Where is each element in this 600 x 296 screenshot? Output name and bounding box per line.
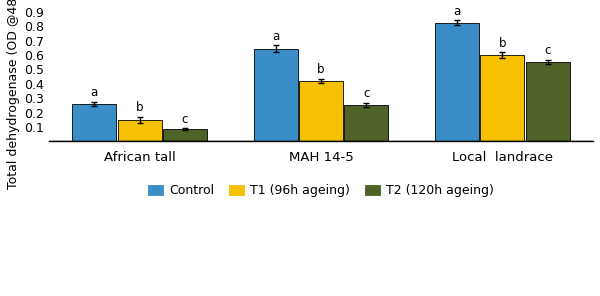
Text: b: b <box>136 101 143 114</box>
Bar <box>526 62 570 141</box>
Bar <box>163 129 207 141</box>
Text: c: c <box>182 113 188 126</box>
Bar <box>481 55 524 141</box>
Legend: Control, T1 (96h ageing), T2 (120h ageing): Control, T1 (96h ageing), T2 (120h agein… <box>143 179 499 202</box>
Bar <box>118 120 161 141</box>
Y-axis label: Total dehydrogenase (OD @480nm): Total dehydrogenase (OD @480nm) <box>7 0 20 189</box>
Bar <box>299 81 343 141</box>
Text: b: b <box>317 63 325 76</box>
Bar <box>73 104 116 141</box>
Text: b: b <box>499 37 506 50</box>
Text: a: a <box>454 4 461 17</box>
Text: a: a <box>91 86 98 99</box>
Text: c: c <box>545 44 551 57</box>
Bar <box>435 23 479 141</box>
Text: a: a <box>272 30 279 43</box>
Bar <box>344 105 388 141</box>
Text: c: c <box>363 87 370 100</box>
Bar <box>254 49 298 141</box>
